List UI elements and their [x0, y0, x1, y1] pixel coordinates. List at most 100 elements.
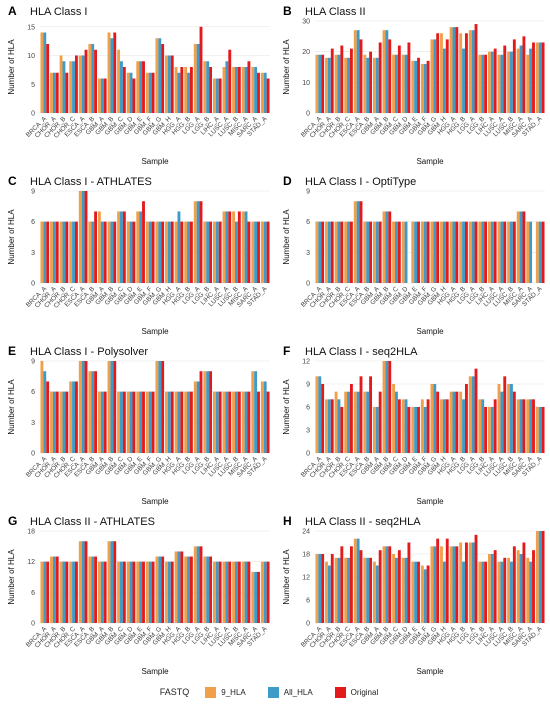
panel-e-bar-lusc-b-9-hla [232, 391, 236, 453]
panel-a-bar-stad-a-original [266, 78, 270, 113]
panel-c-bar-brca-a-original [46, 221, 50, 283]
panel-h-bar-gbm-e-original [417, 561, 420, 623]
panel-g-bar-stad-a-all-hla [263, 561, 267, 623]
panel-h-bar-gbm-f-all-hla [423, 569, 427, 623]
panel-e-bar-gbm-e-all-hla [139, 391, 143, 453]
panel-b-bar-brca-a-original [321, 54, 325, 113]
panel-g-bar-sarc-a-9-hla [251, 571, 255, 623]
panel-b-bar-misc-a-original [522, 36, 526, 114]
panel-a-bar-gbm-g-9-hla [155, 38, 159, 113]
panel-b-bar-lgg-b-all-hla [481, 54, 485, 113]
panel-d-bar-gbm-h-all-hla [442, 221, 446, 283]
panel-c-bar-esca-a-9-hla [78, 191, 82, 283]
panel-e-bar-gbm-f-original [151, 391, 155, 453]
panel-f-bar-esca-a-original [359, 376, 363, 453]
panel-a-bar-sarc-a-original [257, 72, 260, 113]
panel-d: D HLA Class I - OptiType 0 3 6 9 Number of HLA… [282, 174, 545, 336]
panel-e-title: HLA Class I - Polysolver [30, 346, 148, 358]
panel-a-bar-hgg-b-original [189, 67, 193, 113]
panel-g-bar-esca-b-original [94, 556, 98, 623]
panel-f-bar-lihc-a-9-hla [487, 407, 491, 453]
panel-a-title: HLA Class I [30, 6, 87, 18]
panel-a-bar-chor-a-all-hla [52, 72, 56, 113]
panel-h-x-axis-label: Sample [416, 667, 444, 676]
panel-h-bar-hgg-a-original [455, 546, 459, 623]
panel-b-bar-hgg-a-all-hla [452, 27, 456, 114]
panel-g-bar-esca-a-9-hla [78, 541, 82, 623]
panel-d-bar-lusc-b-original [512, 221, 516, 283]
panel-e-bar-lgg-a-all-hla [196, 381, 200, 453]
panel-b-bar-gbm-a-9-hla [372, 57, 376, 113]
panel-e-bar-chor-b-all-hla [62, 391, 66, 453]
panel-b-bar-chor-b-original [340, 45, 344, 113]
panel-f-bar-chor-c-original [349, 384, 353, 453]
panel-b-bar-gbm-b-all-hla [385, 30, 389, 114]
panel-a-bar-esca-a-original [84, 49, 88, 113]
panel-h-bar-lgg-b-all-hla [481, 561, 485, 623]
panel-c-bar-lgg-a-all-hla [196, 201, 200, 283]
panel-c-bar-chor-a-9-hla [50, 221, 53, 283]
panel-g-bar-lgg-a-original [199, 546, 203, 623]
panel-c-y-axis-label: Number of HLA [7, 209, 16, 265]
panel-f-bar-chor-a-9-hla [325, 399, 328, 453]
panel-f-bar-lgg-a-9-hla [468, 376, 472, 453]
panel-g-bar-gbm-a-9-hla [97, 561, 101, 623]
panel-a-bar-gbm-d-9-hla [126, 72, 130, 113]
panel-a-bar-chor-c-all-hla [72, 61, 75, 113]
panel-e-bar-sarc-a-9-hla [251, 371, 255, 453]
panel-a-bar-stad-a-9-hla [260, 72, 264, 113]
legend-item-all-hla: All_HLA [267, 686, 313, 698]
panel-d-bar-lgg-a-9-hla [468, 221, 472, 283]
panel-c-x-axis-label: Sample [141, 327, 169, 336]
panel-c-bar-gbm-h-9-hla [165, 221, 168, 283]
panel-g-bar-chor-b-9-hla [59, 561, 63, 623]
panel-d-bar-brca-a-all-hla [318, 221, 322, 283]
panel-e-bar-gbm-g-9-hla [155, 361, 159, 453]
panel-e-bar-chor-c-9-hla [69, 381, 73, 453]
panel-h-bar-lihc-a-original [493, 550, 497, 623]
panel-g-bar-hgg-a-all-hla [177, 551, 181, 623]
panel-c-label: C [8, 174, 17, 188]
panel-d-bar-hgg-b-9-hla [459, 221, 463, 283]
panel-e-bar-gbm-a-all-hla [100, 391, 104, 453]
panel-d-bar-lihc-a-original [493, 221, 497, 283]
panel-h-bar-gbm-a-all-hla [375, 565, 379, 623]
panel-f-bar-lihc-a-original [493, 399, 497, 453]
panel-f-bar-stad-a-9-hla [535, 407, 539, 453]
panel-g-bar-chor-a-all-hla [52, 556, 56, 623]
legend-swatch-original [334, 686, 346, 698]
panel-e-y-tick-label: 9 [31, 359, 35, 366]
panel-h-bar-gbm-c-all-hla [395, 557, 398, 623]
panel-e-bar-lgg-b-all-hla [206, 371, 210, 453]
panel-a-bar-brca-a-all-hla [43, 32, 47, 113]
panel-a-bar-chor-b-all-hla [62, 61, 66, 113]
legend-title: FASTQ [159, 687, 190, 697]
panel-e-bar-lusc-b-all-hla [235, 391, 238, 453]
panel-a-bar-lusc-a-9-hla [222, 67, 226, 113]
panel-c-bar-lusc-b-all-hla [235, 221, 238, 283]
panel-d-bar-gbm-g-9-hla [430, 221, 434, 283]
panel-a-bar-chor-c-original [74, 55, 78, 113]
panel-c-bar-chor-c-original [74, 221, 78, 283]
panel-g-bar-stad-a-9-hla [260, 561, 264, 623]
panel-g-bar-misc-a-all-hla [244, 561, 248, 623]
panel-c-bar-gbm-f-9-hla [145, 221, 149, 283]
panel-g-bar-gbm-h-9-hla [165, 561, 168, 623]
panel-d-bar-lgg-b-9-hla [478, 221, 482, 283]
panel-d-title: HLA Class I - OptiType [305, 176, 416, 188]
panel-a-bar-misc-a-all-hla [244, 67, 248, 113]
panel-f-bar-esca-b-all-hla [366, 391, 370, 453]
panel-e-bar-esca-a-all-hla [81, 361, 85, 453]
panel-g-bar-gbm-e-original [142, 561, 145, 623]
panel-e-bar-stad-a-original [266, 391, 270, 453]
panel-g-bar-gbm-h-all-hla [167, 561, 171, 623]
panel-b-bar-gbm-h-all-hla [442, 48, 446, 113]
panel-e-bar-gbm-f-all-hla [148, 391, 152, 453]
panel-e-bar-chor-b-9-hla [59, 391, 63, 453]
panel-g-bar-gbm-c-all-hla [120, 561, 123, 623]
panel-c-bar-sarc-a-all-hla [254, 221, 258, 283]
panel-f-bar-gbm-e-original [417, 407, 420, 453]
panel-e-bar-esca-b-9-hla [88, 371, 92, 453]
panel-h-bar-esca-b-original [369, 557, 373, 623]
